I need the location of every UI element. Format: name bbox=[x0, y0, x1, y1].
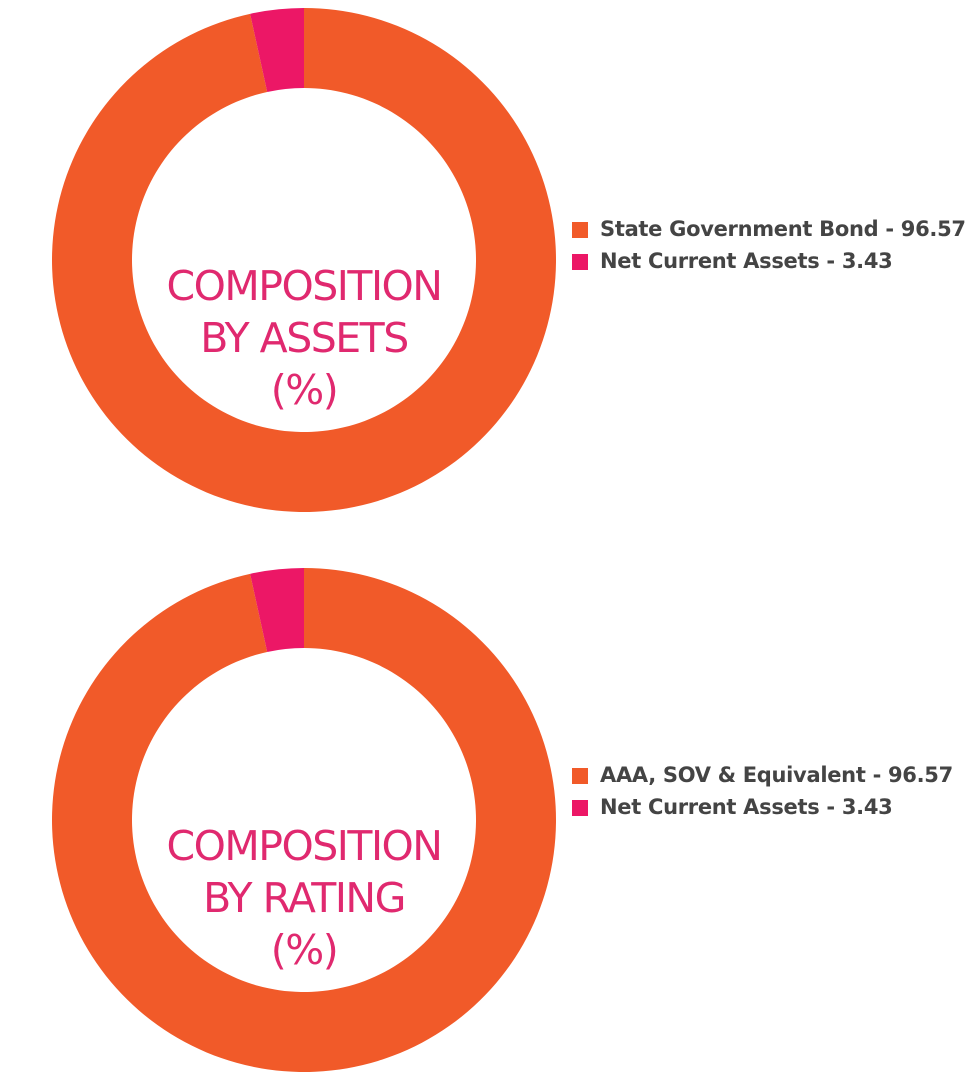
legend-item-state-government-bond: State Government Bond - 96.57 bbox=[572, 214, 972, 244]
rating-title-line-1: COMPOSITION bbox=[166, 822, 443, 870]
assets-title-line-2: BY ASSETS bbox=[200, 314, 409, 362]
rating-title-line-3: (%) bbox=[270, 926, 339, 974]
legend-swatch-orange bbox=[572, 768, 588, 784]
donut-slice-1 bbox=[250, 568, 304, 652]
legend-swatch-pink bbox=[572, 800, 588, 816]
legend-swatch-pink bbox=[572, 254, 588, 270]
composition-by-assets-chart: COMPOSITION BY ASSETS (%) State Governme… bbox=[0, 0, 978, 520]
assets-donut bbox=[51, 8, 557, 512]
legend-label: AAA, SOV & Equivalent - 96.57 bbox=[600, 763, 953, 787]
assets-legend: State Government Bond - 96.57 Net Curren… bbox=[572, 214, 972, 278]
legend-swatch-orange bbox=[572, 222, 588, 238]
legend-item-aaa-sov-equivalent: AAA, SOV & Equivalent - 96.57 bbox=[572, 760, 972, 790]
donut-slice-1 bbox=[250, 8, 304, 92]
legend-item-net-current-assets: Net Current Assets - 3.43 bbox=[572, 246, 972, 276]
composition-by-rating-chart: COMPOSITION BY RATING (%) AAA, SOV & Equ… bbox=[0, 560, 978, 1080]
rating-donut bbox=[51, 568, 557, 1072]
rating-legend: AAA, SOV & Equivalent - 96.57 Net Curren… bbox=[572, 760, 972, 824]
assets-title-line-1: COMPOSITION bbox=[166, 262, 443, 310]
donut-slice-0 bbox=[51, 568, 557, 1072]
rating-title-line-2: BY RATING bbox=[203, 874, 406, 922]
donut-slice-0 bbox=[51, 8, 557, 512]
rating-center-title: COMPOSITION BY RATING (%) bbox=[134, 820, 474, 976]
legend-label: Net Current Assets - 3.43 bbox=[600, 795, 893, 819]
legend-label: Net Current Assets - 3.43 bbox=[600, 249, 893, 273]
legend-label: State Government Bond - 96.57 bbox=[600, 217, 966, 241]
assets-center-title: COMPOSITION BY ASSETS (%) bbox=[134, 260, 474, 416]
legend-item-net-current-assets: Net Current Assets - 3.43 bbox=[572, 792, 972, 822]
assets-title-line-3: (%) bbox=[270, 366, 339, 414]
